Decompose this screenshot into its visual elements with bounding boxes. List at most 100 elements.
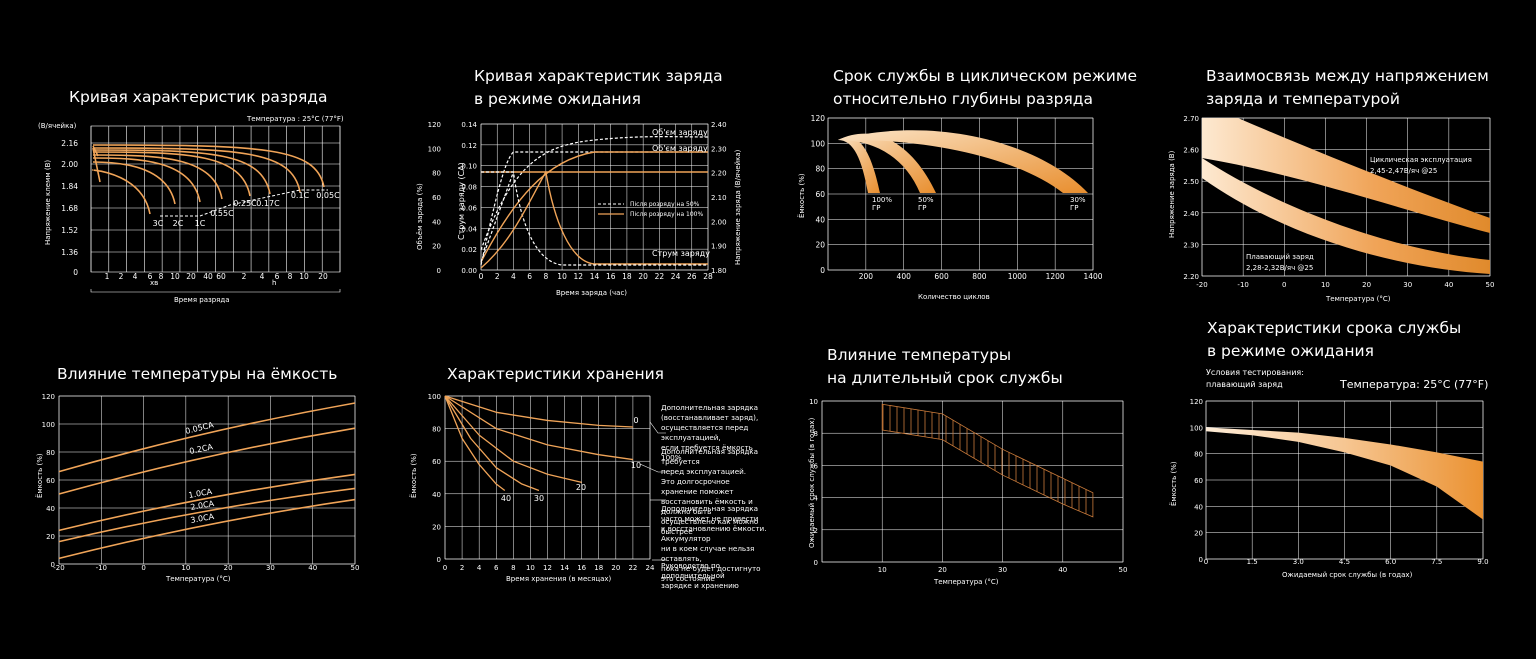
tl-ytick: 0 [814, 559, 818, 567]
legend-50: Після розряду на 50% [630, 201, 700, 208]
temp-capacity-title: Влияние температуры на ёмкость [57, 365, 338, 383]
st-ytick: 60 [432, 458, 441, 466]
discharge-xunit-h: h [272, 279, 276, 287]
discharge-curve-label: 0.17C [256, 199, 280, 208]
charge-xtick: 14 [590, 272, 600, 281]
discharge-ytick: 0 [73, 268, 78, 277]
fl-ylabel: Ёмкость (%) [1169, 461, 1178, 506]
cycle-ytick: 80 [815, 165, 825, 174]
plot-frame [444, 395, 651, 560]
storage-note-2: Дополнительная зарядка требуется перед э… [661, 447, 759, 536]
discharge-ytick: 1.52 [61, 226, 78, 235]
discharge-curve [92, 154, 223, 200]
st-xtick: 8 [511, 564, 515, 572]
discharge-xtick: 4 [133, 272, 138, 281]
fl-ytick: 60 [1194, 477, 1203, 485]
charge-xtick: 4 [511, 272, 516, 281]
st-xtick: 2 [460, 564, 464, 572]
tc-xlabel: Температура (°C) [165, 575, 231, 583]
fl-ytick: 40 [1194, 503, 1203, 511]
tl-ylabel: Ожидаемый срок службы (в годах) [808, 417, 816, 548]
charge-xlabel: Время заряда (час) [556, 289, 627, 297]
discharge-curve [92, 161, 176, 205]
charge-ytick-ca: 0.04 [461, 225, 477, 233]
vt-band-float [1202, 158, 1490, 274]
fl-band [1206, 427, 1483, 520]
fl-ytick: 80 [1194, 451, 1203, 459]
vt-xtick: 0 [1282, 281, 1286, 289]
discharge-curve-label: 0.25C [233, 199, 257, 208]
charge-ytick-v: 2.10 [711, 194, 727, 202]
plot-frame [821, 400, 1124, 563]
discharge-xtick: 8 [288, 272, 293, 281]
storage-curve-label: 0 [633, 416, 638, 425]
cycle-band-pct: 30% [1070, 196, 1086, 204]
cycle-chart-panel: Срок службы в циклическом режиме относит… [768, 0, 1152, 330]
charge-ytick-ca: 0.08 [461, 184, 477, 192]
discharge-ytick: 2.16 [61, 139, 78, 148]
fl-xlabel: Ожидаемый срок службы (в годах) [1282, 571, 1413, 579]
discharge-xtick: 6 [275, 272, 280, 281]
storage-title: Характеристики хранения [447, 365, 664, 383]
discharge-xtick: 1 [105, 272, 110, 281]
tl-xtick: 30 [998, 566, 1007, 574]
charge-xtick: 28 [703, 272, 713, 281]
st-xtick: 4 [477, 564, 482, 572]
tl-ytick: 2 [814, 527, 818, 535]
charge-ytick-v: 2.00 [711, 218, 727, 226]
plot-frame [1201, 117, 1491, 277]
vt-ylabel: Напряжение заряда (В) [1168, 150, 1176, 238]
st-xtick: 10 [526, 564, 535, 572]
plot-frame [827, 117, 1094, 271]
tc-ytick: 60 [46, 477, 55, 485]
charge-voltage-100 [480, 171, 708, 269]
cycle-xlabel: Количество циклов [918, 293, 990, 301]
charge-ytick-ca: 0.12 [461, 142, 477, 150]
tc-xtick: 40 [308, 564, 317, 572]
vt-ytick: 2.50 [1183, 178, 1199, 186]
vt-ytick: 2.70 [1183, 115, 1199, 123]
charge-xtick: 12 [574, 272, 584, 281]
tl-xtick: 20 [938, 566, 947, 574]
charge-ylabel-ca: Струм заряду (CA) [457, 162, 466, 240]
float-life-panel: Характеристики срока службы в режиме ожи… [1152, 319, 1536, 659]
st-xtick: 20 [611, 564, 620, 572]
cycle-ytick: 40 [815, 215, 825, 224]
tl-ytick: 6 [814, 462, 819, 470]
vt-xtick: 20 [1362, 281, 1371, 289]
fl-xtick: 9.0 [1477, 558, 1488, 566]
charge-ytick-ca: 0.02 [461, 246, 477, 254]
discharge-xtick: 10 [299, 272, 309, 281]
vt-cyclic-label: Циклическая эксплуатация [1370, 156, 1472, 164]
st-xtick: 0 [443, 564, 447, 572]
charge-xtick: 18 [622, 272, 632, 281]
vt-ytick: 2.60 [1183, 147, 1199, 155]
discharge-chart-panel: Кривая характеристик разряда Температура… [0, 0, 384, 330]
discharge-curve-label: 2C [173, 219, 184, 228]
cycle-band-gr: ГР [872, 204, 881, 212]
tc-xtick: 30 [266, 564, 275, 572]
charge-xtick: 6 [527, 272, 532, 281]
st-xtick: 12 [543, 564, 552, 572]
temp-life-title: Влияние температуры на длительный срок с… [827, 346, 1063, 387]
storage-curve-30 [444, 395, 540, 492]
charge-ytick-pct: 100 [428, 145, 441, 153]
vt-xtick: -10 [1237, 281, 1248, 289]
charge-chart-panel: Кривая характеристик заряда в режиме ожи… [384, 0, 768, 330]
tc-curve-3 [58, 487, 356, 543]
st-xtick: 22 [628, 564, 637, 572]
vt-xtick: -20 [1196, 281, 1207, 289]
storage-curve-label: 20 [576, 483, 586, 492]
vt-xtick: 30 [1403, 281, 1412, 289]
storage-curve-10 [444, 395, 634, 461]
cycle-xtick: 600 [934, 272, 949, 281]
storage-curve-label: 30 [534, 494, 544, 503]
discharge-xtick: 2 [242, 272, 247, 281]
discharge-xtick: 20 [186, 272, 196, 281]
storage-curve-label: 40 [501, 494, 511, 503]
discharge-curve-label: 3C [153, 219, 164, 228]
discharge-yunit: (В/ячейка) [38, 122, 77, 130]
discharge-ytick: 1.68 [61, 204, 78, 213]
discharge-curve [92, 169, 151, 215]
st-xtick: 18 [594, 564, 603, 572]
